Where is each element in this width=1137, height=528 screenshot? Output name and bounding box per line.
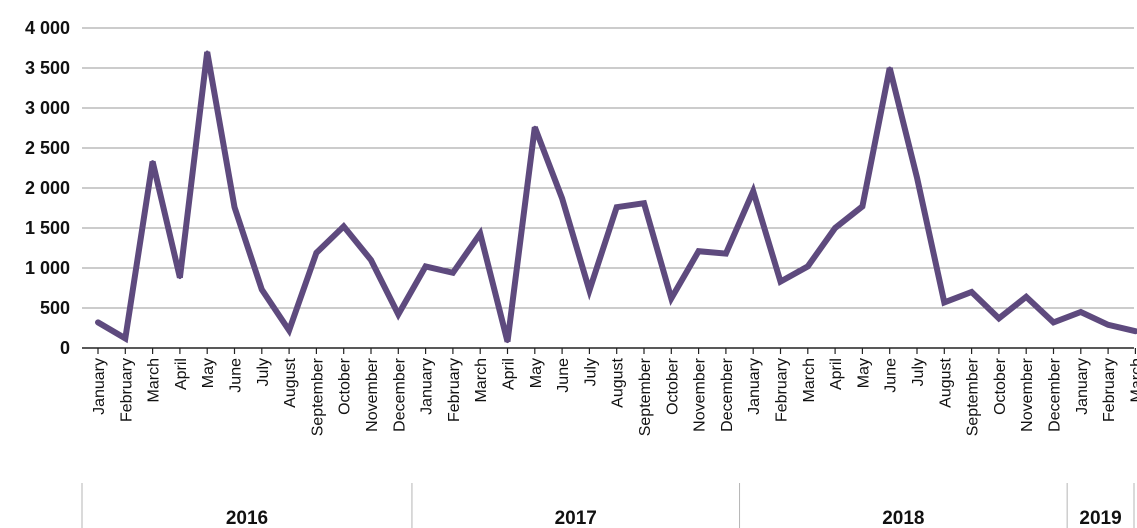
x-tick-label: February — [118, 358, 135, 422]
x-tick-label: October — [992, 357, 1009, 415]
x-tick-label: January — [1074, 358, 1091, 415]
data-point — [478, 232, 482, 236]
data-point — [587, 288, 591, 292]
series-line — [95, 51, 1137, 344]
data-point — [96, 320, 100, 324]
data-point — [178, 276, 182, 280]
x-tick-label: August — [937, 357, 954, 407]
x-tick-label: April — [828, 358, 845, 390]
x-axis: January February March April May June July Augu… — [82, 347, 1137, 436]
data-point — [451, 271, 455, 275]
x-tick-label: October — [337, 357, 354, 415]
y-tick-label: 1 500 — [25, 218, 70, 238]
y-tick-label: 500 — [40, 298, 70, 318]
data-point — [779, 280, 782, 284]
x-tick-label: May — [528, 358, 545, 388]
data-point — [260, 288, 264, 292]
y-tick-label: 1 000 — [25, 258, 70, 278]
data-point — [151, 160, 155, 164]
series-layer — [95, 50, 1137, 344]
data-point — [724, 252, 728, 256]
data-point — [669, 296, 673, 300]
x-tick-label: April — [173, 358, 190, 390]
x-tick-label: September — [637, 357, 654, 436]
x-tick-label: December — [719, 357, 736, 431]
data-point — [806, 264, 810, 268]
data-point — [287, 328, 291, 332]
x-tick-label: July — [582, 358, 599, 386]
data-point — [833, 226, 837, 230]
x-tick-label: February — [774, 358, 791, 422]
gridlines — [82, 27, 1134, 309]
year-label: 2019 — [1079, 508, 1121, 528]
y-tick-label: 3 000 — [25, 98, 70, 118]
data-point — [560, 196, 564, 200]
data-point — [997, 316, 1001, 320]
x-tick-label: August — [282, 357, 299, 407]
year-groups: 2016 2017 2018 2019 — [81, 483, 1135, 528]
x-tick-label: December — [1047, 357, 1064, 431]
data-point — [342, 224, 346, 228]
data-point — [533, 125, 537, 129]
x-tick-label: September — [309, 357, 326, 436]
x-tick-label: May — [855, 358, 872, 388]
x-tick-label: July — [255, 358, 272, 386]
x-tick-label: May — [200, 358, 217, 388]
x-tick-label: November — [692, 357, 709, 431]
x-tick-label: January — [746, 358, 763, 415]
x-tick-label: March — [801, 358, 818, 402]
data-point — [1133, 329, 1137, 333]
x-tick-label: March — [473, 358, 490, 402]
data-point — [1106, 323, 1110, 327]
x-tick-label: June — [883, 358, 900, 393]
data-point — [697, 249, 701, 253]
data-point — [751, 189, 755, 193]
y-tick-label: 2 000 — [25, 178, 70, 198]
data-point — [970, 290, 974, 294]
data-point — [123, 336, 127, 340]
x-tick-label: April — [501, 358, 518, 390]
data-point — [424, 264, 428, 268]
y-axis: 0 500 1 000 1 500 2 000 2 500 3 000 3 500 4 000 — [25, 18, 70, 358]
x-tick-label: January — [91, 358, 108, 415]
data-point — [1079, 310, 1083, 314]
data-point — [860, 204, 864, 208]
x-tick-label: March — [146, 358, 163, 402]
year-label: 2017 — [555, 508, 597, 528]
x-tick-label: August — [610, 357, 627, 407]
data-point — [233, 205, 236, 209]
y-tick-label: 2 500 — [25, 138, 70, 158]
x-tick-label: February — [1101, 358, 1118, 422]
x-tick-label: January — [419, 358, 436, 415]
year-label: 2018 — [882, 508, 924, 528]
y-tick-label: 4 000 — [25, 18, 70, 38]
x-tick-label: June — [228, 358, 245, 393]
y-tick-label: 3 500 — [25, 58, 70, 78]
data-point — [506, 340, 509, 344]
y-tick-label: 0 — [60, 338, 70, 358]
x-tick-label: November — [1019, 357, 1036, 431]
data-point — [369, 258, 373, 262]
data-point — [205, 50, 209, 54]
data-point — [642, 201, 646, 205]
data-point — [615, 205, 619, 209]
year-label: 2016 — [226, 508, 268, 528]
x-tick-label: June — [555, 358, 572, 393]
data-point — [1052, 320, 1055, 324]
x-tick-label: February — [446, 358, 463, 422]
data-point — [314, 251, 318, 255]
x-tick-label: December — [391, 357, 408, 431]
data-point — [942, 300, 946, 304]
x-tick-label: November — [364, 357, 381, 431]
x-tick-label: October — [664, 357, 681, 415]
x-tick-label: July — [910, 358, 927, 386]
x-tick-label: September — [965, 357, 982, 436]
data-point — [396, 312, 400, 316]
x-tick-label: March — [1128, 358, 1137, 402]
data-point — [888, 66, 892, 70]
data-point — [1024, 295, 1028, 299]
data-point — [915, 176, 919, 180]
